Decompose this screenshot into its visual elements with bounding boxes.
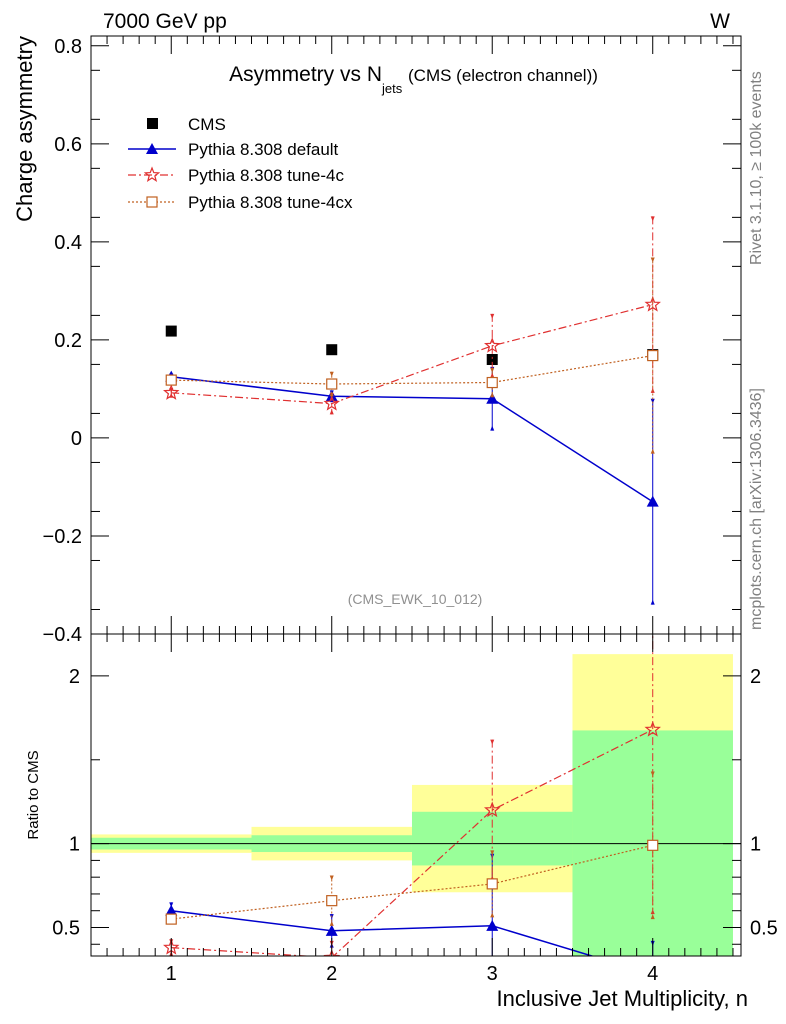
- error-cap-tune4cx: [490, 392, 495, 398]
- title-paren: (CMS (electron channel)): [408, 66, 598, 85]
- ratio-y-tick-label-right: 0.5: [750, 917, 778, 939]
- legend-marker-tune4cx: [146, 196, 158, 208]
- data-point-tune4cx: [165, 913, 177, 925]
- x-axis-label: Inclusive Jet Multiplicity, n: [497, 986, 748, 1011]
- data-point-tune4cx: [486, 878, 498, 890]
- data-point-default: [165, 904, 178, 916]
- error-cap-default: [650, 398, 655, 404]
- data-point-tune4cx: [165, 374, 177, 386]
- ratio-y-tick-label: 0.5: [52, 917, 80, 939]
- error-cap-default: [490, 991, 494, 996]
- error-cap-tune4cx: [490, 850, 495, 856]
- legend-marker-default: [146, 143, 158, 154]
- legend-label-tune4c: Pythia 8.308 tune-4c: [188, 166, 344, 185]
- x-tick-label: 3: [487, 963, 498, 985]
- error-cap-default: [490, 425, 495, 431]
- y-tick-label: 0.4: [54, 232, 82, 254]
- y-tick-label: 0.6: [54, 134, 82, 156]
- y-tick-label: −0.4: [43, 624, 82, 646]
- error-cap-tune4cx: [490, 912, 495, 918]
- ratio-y-tick-label-right: 2: [750, 666, 761, 688]
- data-point-default: [486, 919, 499, 931]
- legend-label-default: Pythia 8.308 default: [188, 140, 339, 159]
- y-axis-label: Charge asymmetry: [12, 36, 37, 222]
- data-point-tune4cx: [647, 349, 659, 362]
- legend-label-tune4cx: Pythia 8.308 tune-4cx: [188, 193, 353, 212]
- error-cap-tune4cx: [329, 371, 334, 377]
- rivet-label: Rivet 3.1.10, ≥ 100k events: [748, 71, 765, 265]
- ratio-y-tick-label: 1: [69, 834, 80, 856]
- data-point-cms: [326, 344, 338, 356]
- error-cap-tune4cx: [650, 257, 655, 263]
- y-tick-label: 0.2: [54, 330, 82, 352]
- ratio-y-axis-label: Ratio to CMS: [25, 750, 42, 839]
- error-cap-tune4cx: [650, 914, 655, 920]
- analysis-label: (CMS_EWK_10_012): [348, 591, 483, 607]
- error-cap-tune4cx: [329, 391, 334, 397]
- data-point-tune4cx: [486, 376, 498, 389]
- mcplots-label: mcplots.cern.ch [arXiv:1306.3436]: [748, 388, 765, 630]
- title-main: Asymmetry vs N: [229, 63, 382, 86]
- data-point-tune4c: [483, 801, 501, 818]
- error-cap-tune4cx: [329, 920, 334, 926]
- error-cap-default: [650, 599, 655, 605]
- data-point-tune4cx: [326, 895, 338, 907]
- error-cap-tune4c: [329, 409, 334, 415]
- data-point-default: [486, 392, 499, 404]
- error-cap-tune4c: [490, 372, 495, 378]
- error-cap-tune4c: [490, 313, 495, 319]
- data-point-tune4c: [163, 384, 180, 400]
- data-point-tune4c: [644, 720, 661, 737]
- chart-title: Asymmetry vs N jets (CMS (electron chann…: [229, 63, 598, 96]
- energy-label: 7000 GeV pp: [103, 10, 227, 33]
- series-line-tune4c: [171, 304, 653, 405]
- error-cap-tune4cx: [490, 367, 495, 373]
- error-cap-tune4c: [490, 739, 495, 745]
- legend: CMS Pythia 8.308 default Pythia 8.308 tu…: [128, 115, 353, 212]
- error-cap-tune4cx: [650, 771, 655, 777]
- series-line-tune4cx: [171, 355, 653, 385]
- legend-entry-tune4c: Pythia 8.308 tune-4c: [128, 166, 344, 185]
- main-panel: −0.4 −0.2 0 0.2 0.4 0.6 0.8 Asymmetry vs N jet…: [12, 35, 742, 646]
- legend-entry-tune4cx: Pythia 8.308 tune-4cx: [128, 193, 353, 212]
- legend-entry-cms: CMS: [147, 115, 226, 134]
- ratio-panel: 0.5 0.5 1 1 2 2 1 2 3 4 Ratio to CMS Inclusive Je…: [25, 633, 778, 1011]
- data-point-cms: [165, 325, 177, 337]
- legend-marker-tune4c: [143, 166, 161, 183]
- error-cap-tune4c: [650, 216, 655, 222]
- y-tick-label: 0: [71, 428, 82, 450]
- series-line-default: [171, 375, 654, 503]
- data-point-cms: [486, 354, 498, 366]
- data-point-tune4cx: [647, 839, 659, 851]
- ratio-panel-frame: [90, 633, 742, 957]
- process-label: W: [710, 10, 730, 33]
- legend-label-cms: CMS: [188, 115, 226, 134]
- data-point-tune4c: [483, 337, 501, 353]
- data-point-default: [646, 495, 659, 507]
- data-point-tune4c: [323, 949, 340, 956]
- error-cap-tune4cx: [650, 448, 655, 454]
- y-tick-label: 0.8: [54, 36, 82, 58]
- series-line-tune4cx: [171, 844, 653, 920]
- ratio-y-tick-label-right: 1: [750, 834, 761, 856]
- data-point-tune4c: [323, 394, 340, 411]
- ratio-y-tick-label: 2: [69, 666, 80, 688]
- data-point-tune4c: [644, 295, 661, 312]
- error-cap-tune4cx: [329, 875, 334, 881]
- data-point-default: [325, 924, 338, 936]
- legend-entry-default: Pythia 8.308 default: [128, 140, 339, 159]
- title-sub: jets: [381, 81, 403, 96]
- x-tick-label: 2: [326, 963, 337, 985]
- x-tick-label: 1: [166, 963, 177, 985]
- legend-marker-cms: [147, 118, 158, 129]
- y-tick-label: −0.2: [43, 526, 82, 548]
- x-tick-label: 4: [647, 963, 658, 985]
- data-point-tune4cx: [326, 378, 338, 390]
